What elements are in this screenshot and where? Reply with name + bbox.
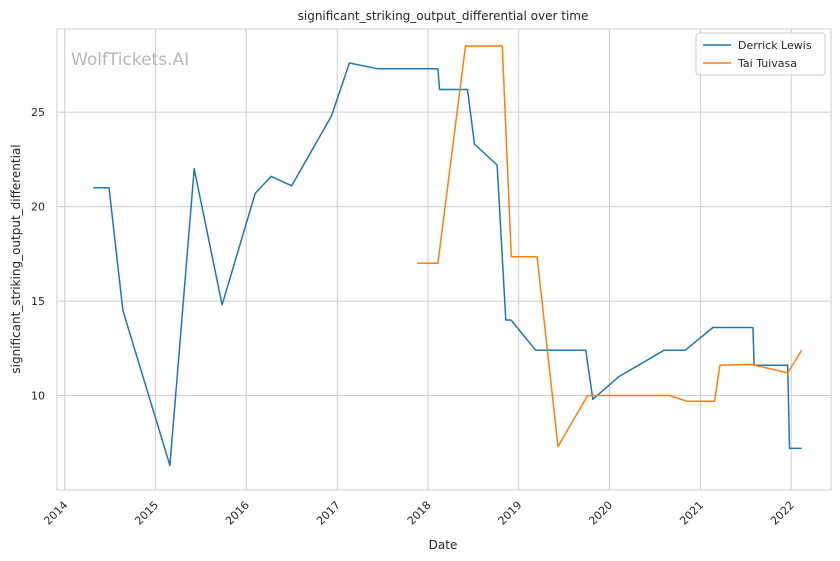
y-axis-label: significant_striking_output_differential: [9, 144, 23, 373]
series-line-1: [93, 62, 802, 467]
series-layer: [93, 45, 803, 467]
y-tick-labels: 10 15 20 25: [31, 106, 45, 402]
watermark: WolfTickets.AI: [71, 50, 189, 70]
plot-frame: [56, 28, 832, 491]
plot-area: [57, 29, 831, 490]
legend-label: Tai Tuivasa: [737, 57, 797, 70]
y-tick-label: 10: [31, 390, 45, 403]
x-tick-labels: 2014 2015 2016 2017 2018 2019 2020 2021 2022: [41, 499, 797, 528]
series-line-2: [417, 45, 803, 448]
y-tick-label: 25: [31, 106, 45, 119]
y-tick-label: 15: [31, 295, 45, 308]
legend: Derrick Lewis Tai Tuivasa: [695, 32, 826, 76]
x-axis-label: Date: [429, 538, 458, 552]
y-tick-label: 20: [31, 201, 45, 214]
legend-label: Derrick Lewis: [738, 39, 812, 52]
x-gridlines: [64, 29, 792, 490]
legend-box: [695, 32, 826, 76]
chart-title: significant_striking_output_differential…: [298, 9, 589, 23]
y-gridlines: [57, 111, 831, 397]
